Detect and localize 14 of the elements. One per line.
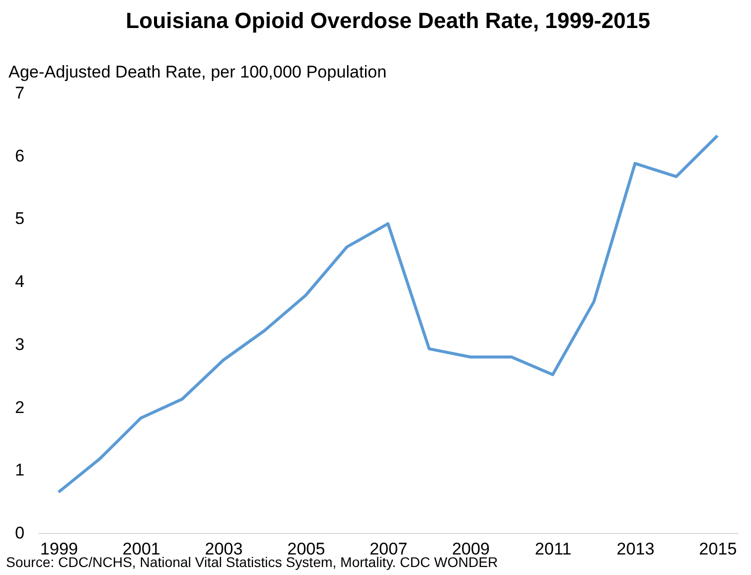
- y-tick-label: 0: [15, 524, 24, 542]
- line-series: [57, 134, 719, 494]
- x-tick-label: 2013: [616, 540, 654, 558]
- y-axis-title: Age-Adjusted Death Rate, per 100,000 Population: [8, 62, 387, 82]
- y-tick-label: 2: [15, 398, 24, 417]
- y-tick-label: 7: [15, 84, 24, 102]
- y-tick-label: 6: [15, 146, 24, 166]
- x-tick-label: 2015: [699, 540, 737, 558]
- y-tick-label: 1: [15, 460, 24, 480]
- y-tick-label: 4: [15, 272, 24, 292]
- x-tick-label: 2011: [534, 540, 572, 558]
- y-tick-label: 3: [15, 334, 24, 354]
- y-tick-label: 5: [15, 209, 24, 228]
- chart-title: Louisiana Opioid Overdose Death Rate, 1999-2015: [126, 8, 650, 33]
